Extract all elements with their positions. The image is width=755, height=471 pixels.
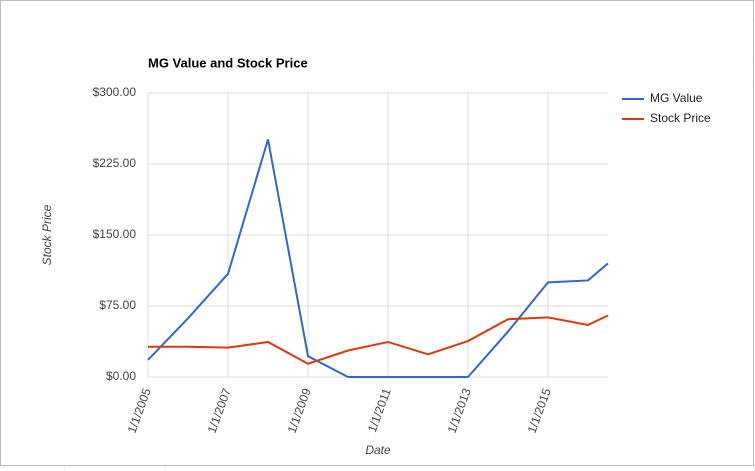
chart-title: MG Value and Stock Price: [148, 55, 308, 70]
y-tick-label: $75.00: [99, 298, 136, 312]
legend-label: Stock Price: [650, 111, 711, 125]
x-axis-title: Date: [365, 443, 391, 457]
y-tick-label: $300.00: [93, 85, 137, 99]
legend-label: MG Value: [650, 91, 703, 105]
y-tick-label: $225.00: [93, 156, 137, 170]
y-axis-title: Stock Price: [40, 204, 54, 265]
series-line: [148, 314, 609, 365]
y-tick-label: $150.00: [93, 227, 137, 241]
y-tick-label: $0.00: [106, 369, 136, 383]
series-line: [147, 139, 609, 378]
